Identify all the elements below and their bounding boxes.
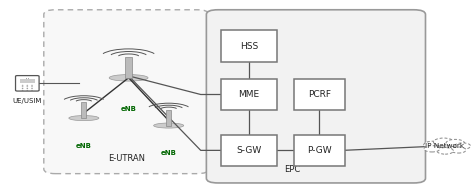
Circle shape [27,90,28,91]
Text: E-UTRAN: E-UTRAN [108,154,145,163]
Circle shape [27,85,28,86]
Text: u: u [26,77,29,82]
FancyBboxPatch shape [220,30,277,62]
Ellipse shape [69,115,99,121]
FancyBboxPatch shape [293,79,346,110]
Bar [166,110,171,125]
Circle shape [22,90,23,91]
Circle shape [434,138,454,146]
Circle shape [22,85,23,86]
FancyBboxPatch shape [220,135,277,166]
Circle shape [27,88,28,89]
Circle shape [424,146,440,152]
FancyBboxPatch shape [293,135,346,166]
Circle shape [437,148,454,154]
FancyBboxPatch shape [44,10,209,174]
Bar [20,79,35,83]
Circle shape [31,88,33,89]
FancyBboxPatch shape [206,10,426,183]
FancyBboxPatch shape [16,76,39,91]
Text: MME: MME [238,90,259,99]
Text: PCRF: PCRF [308,90,331,99]
Bar [81,102,86,118]
Text: UE/USIM: UE/USIM [13,98,42,104]
Circle shape [455,143,471,149]
Circle shape [446,139,465,147]
Text: eNB: eNB [76,143,92,149]
FancyBboxPatch shape [220,79,277,110]
Ellipse shape [109,74,148,81]
Circle shape [451,147,466,153]
Text: eNB: eNB [121,106,137,112]
Circle shape [22,88,23,89]
Text: eNB: eNB [161,150,177,156]
Text: P-GW: P-GW [307,146,332,155]
Text: EPC: EPC [284,165,301,174]
Ellipse shape [154,123,184,128]
Text: IP Network: IP Network [425,143,464,149]
Bar [125,57,132,78]
Text: S-GW: S-GW [236,146,261,155]
Circle shape [31,85,33,86]
Circle shape [424,141,442,148]
Circle shape [31,90,33,91]
Text: HSS: HSS [240,42,258,51]
